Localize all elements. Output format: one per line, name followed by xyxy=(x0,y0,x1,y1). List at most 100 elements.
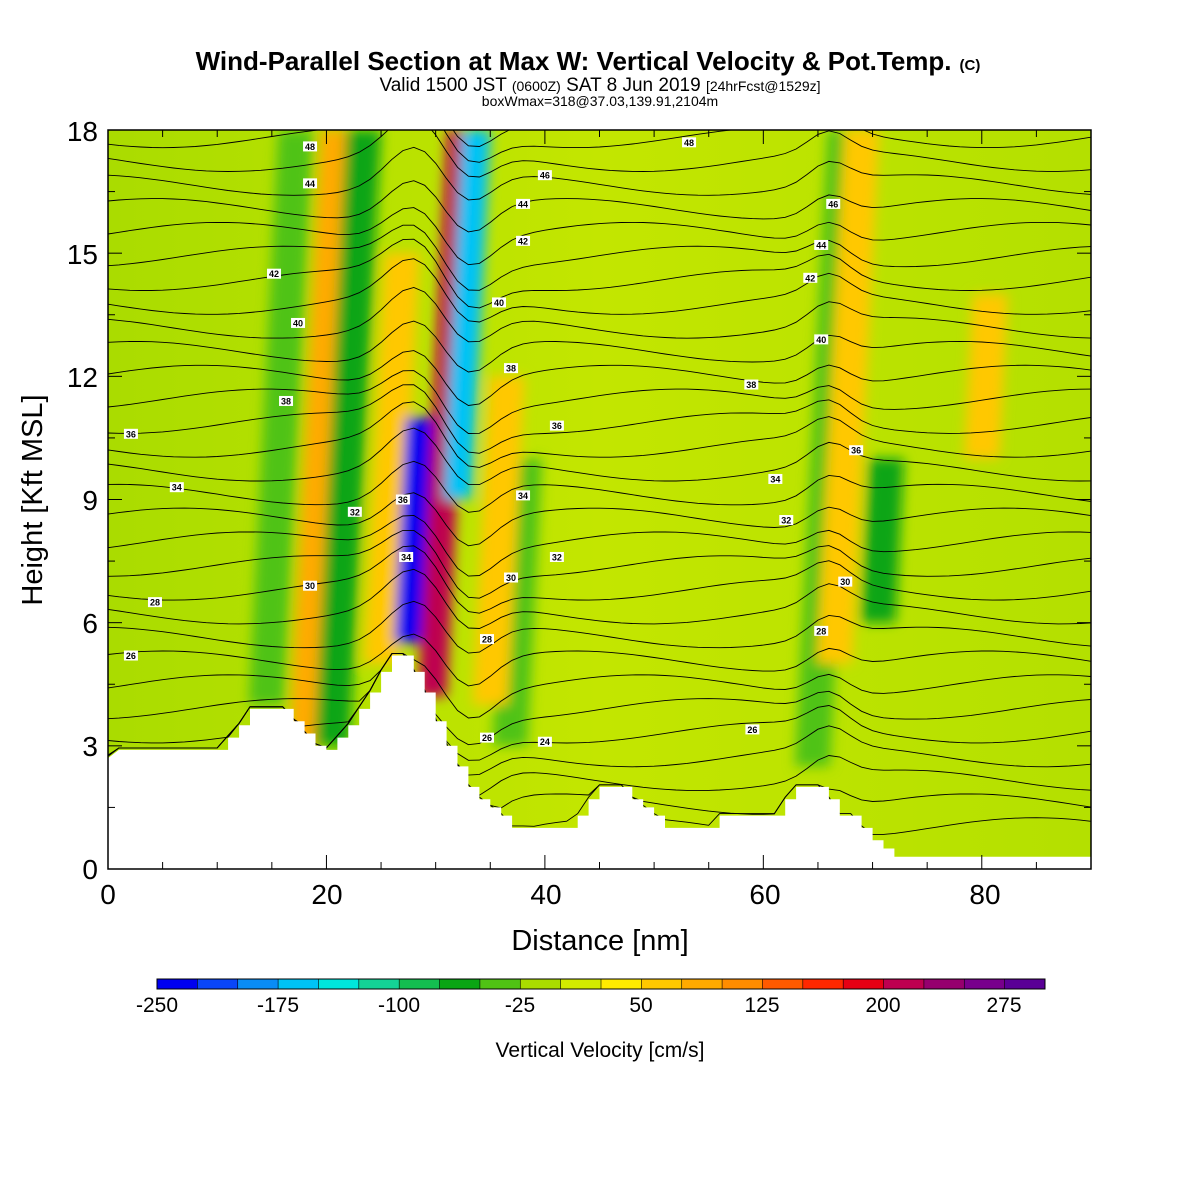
colorbar-swatch xyxy=(278,979,319,989)
isentrope-line xyxy=(108,207,1091,266)
colorbar-swatch xyxy=(479,979,521,989)
isentrope-line xyxy=(108,545,1091,614)
contour-label: 42 xyxy=(516,235,531,246)
colorbar-swatch xyxy=(520,979,562,989)
contour-label: 42 xyxy=(267,268,282,279)
colorbar-swatch xyxy=(601,979,642,989)
colorbar-tick-label: 125 xyxy=(744,994,779,1017)
svg-text:28: 28 xyxy=(150,598,160,608)
chart-subtitle-secondary: boxWmax=318@37.03,139.91,2104m xyxy=(482,93,718,109)
svg-text:28: 28 xyxy=(482,635,492,645)
contour-label: 44 xyxy=(516,198,531,209)
contour-label: 28 xyxy=(147,597,162,608)
colorbar-swatch xyxy=(197,979,239,989)
contour-label: 48 xyxy=(303,141,318,152)
isentrope-line xyxy=(108,130,1091,178)
svg-text:26: 26 xyxy=(126,651,136,661)
colorbar-tick-label: -25 xyxy=(505,994,535,1017)
contour-label: 42 xyxy=(803,272,818,283)
colorbar-swatch xyxy=(964,979,1006,989)
contour-label: 26 xyxy=(123,650,138,661)
contour-label: 24 xyxy=(537,736,552,747)
svg-text:36: 36 xyxy=(552,421,562,431)
svg-text:34: 34 xyxy=(172,483,182,493)
svg-text:46: 46 xyxy=(828,199,838,209)
colorbar-swatch xyxy=(802,979,844,989)
colorbar-swatch xyxy=(237,979,279,989)
isentrope-line xyxy=(108,492,1091,547)
contour-label: 32 xyxy=(779,515,794,526)
contour-label: 46 xyxy=(826,198,841,209)
isentrope-line xyxy=(108,320,1091,373)
svg-text:28: 28 xyxy=(816,626,826,636)
isentrope-line xyxy=(108,180,1091,233)
velocity-band-core xyxy=(976,335,996,418)
velocity-band-core xyxy=(455,222,479,408)
colorbar xyxy=(156,978,1046,990)
colorbar-label: Vertical Velocity [cm/s] xyxy=(496,1039,705,1062)
colorbar-swatch xyxy=(843,979,885,989)
isentrope-line xyxy=(108,633,1091,687)
isentrope-line xyxy=(108,653,1091,761)
contour-label: 36 xyxy=(395,494,410,505)
colorbar-tick-label: 200 xyxy=(865,994,900,1017)
colorbar-swatch xyxy=(681,979,723,989)
svg-text:34: 34 xyxy=(401,552,411,562)
isentrope-line xyxy=(108,258,1091,323)
contour-label: 38 xyxy=(279,395,294,406)
y-tick-label: 0 xyxy=(82,854,98,885)
svg-text:44: 44 xyxy=(816,240,826,250)
pot-temp-contours xyxy=(108,130,1091,835)
colorbar-swatch xyxy=(641,979,683,989)
contour-label: 40 xyxy=(492,297,507,308)
svg-text:42: 42 xyxy=(805,273,815,283)
contour-label: 30 xyxy=(504,572,519,583)
contour-label: 32 xyxy=(549,551,564,562)
colorbar-swatch xyxy=(318,979,360,989)
colorbar-swatch xyxy=(722,979,763,989)
svg-text:44: 44 xyxy=(518,199,528,209)
contour-label: 36 xyxy=(549,420,564,431)
isentrope-line xyxy=(108,384,1091,454)
x-axis-label: Distance [nm] xyxy=(511,925,688,957)
y-tick-label: 12 xyxy=(67,362,98,393)
velocity-band-core xyxy=(265,273,297,562)
terrain-mask xyxy=(108,655,1091,869)
svg-text:32: 32 xyxy=(781,516,791,526)
velocity-band-core xyxy=(833,263,863,531)
contour-label: 28 xyxy=(480,634,495,645)
contour-label: 36 xyxy=(123,428,138,439)
colorbar-tick-label: 275 xyxy=(986,994,1021,1017)
chart-title: Wind-Parallel Section at Max W: Vertical… xyxy=(196,46,981,76)
svg-text:34: 34 xyxy=(518,491,528,501)
svg-text:26: 26 xyxy=(482,733,492,743)
svg-text:42: 42 xyxy=(518,236,528,246)
y-tick-label: 18 xyxy=(67,116,98,147)
colorbar-swatch xyxy=(1004,979,1046,989)
colorbar-tick-label: -175 xyxy=(257,994,299,1017)
contour-label: 46 xyxy=(537,170,552,181)
svg-text:40: 40 xyxy=(293,318,303,328)
isentrope-line xyxy=(108,653,1091,719)
contour-label: 38 xyxy=(504,363,519,374)
contour-label: 26 xyxy=(745,724,760,735)
colorbar-tick-label: -100 xyxy=(378,994,420,1017)
svg-text:32: 32 xyxy=(350,507,360,517)
x-tick-label: 0 xyxy=(100,879,116,910)
contour-label: 44 xyxy=(814,239,829,250)
isentrope-line xyxy=(108,350,1091,406)
svg-text:36: 36 xyxy=(398,495,408,505)
svg-text:30: 30 xyxy=(840,577,850,587)
colorbar-swatch xyxy=(439,979,481,989)
colorbar-tick-label: 50 xyxy=(629,994,652,1017)
colorbar-swatch xyxy=(157,979,198,989)
contour-label: 32 xyxy=(347,506,362,517)
svg-text:48: 48 xyxy=(305,142,315,152)
contour-label: 30 xyxy=(838,576,853,587)
svg-text:30: 30 xyxy=(506,573,516,583)
contour-label: 40 xyxy=(814,334,829,345)
y-tick-label: 9 xyxy=(82,485,98,516)
x-tick-label: 20 xyxy=(311,879,342,910)
isentrope-line xyxy=(108,224,1091,291)
